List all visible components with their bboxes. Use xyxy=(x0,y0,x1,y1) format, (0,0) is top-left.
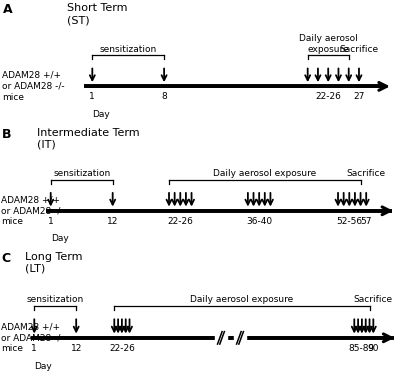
Text: Daily aerosol
exposure: Daily aerosol exposure xyxy=(299,34,358,54)
Text: A: A xyxy=(3,3,13,17)
Text: 36-40: 36-40 xyxy=(246,217,272,226)
Text: Sacrifice: Sacrifice xyxy=(340,44,378,54)
Text: 22-26: 22-26 xyxy=(167,217,193,226)
Text: 85-89: 85-89 xyxy=(349,344,375,353)
Text: Intermediate Term
(IT): Intermediate Term (IT) xyxy=(37,128,139,149)
Text: Day: Day xyxy=(92,110,110,119)
Text: Daily aerosol exposure: Daily aerosol exposure xyxy=(213,169,316,178)
Text: 1: 1 xyxy=(32,344,37,353)
Text: 12: 12 xyxy=(70,344,82,353)
Text: B: B xyxy=(2,128,11,141)
Text: ADAM28 +/+
or ADAM28 -/-
mice: ADAM28 +/+ or ADAM28 -/- mice xyxy=(2,71,65,102)
Text: sensitization: sensitization xyxy=(53,169,110,178)
Text: ADAM28 +/+
or ADAM28 -/-
mice: ADAM28 +/+ or ADAM28 -/- mice xyxy=(1,322,63,353)
Text: ADAM28 +/+
or ADAM28 -/-
mice: ADAM28 +/+ or ADAM28 -/- mice xyxy=(1,195,64,227)
Text: 22-26: 22-26 xyxy=(315,92,341,101)
Text: 90: 90 xyxy=(368,344,379,353)
Text: Sacrifice: Sacrifice xyxy=(347,169,386,178)
Text: Daily aerosol exposure: Daily aerosol exposure xyxy=(190,295,294,304)
Text: sensitization: sensitization xyxy=(27,295,84,304)
Text: 52-56: 52-56 xyxy=(336,217,362,226)
Text: 1: 1 xyxy=(48,217,54,226)
Text: 12: 12 xyxy=(107,217,118,226)
Text: Sacrifice: Sacrifice xyxy=(354,295,393,304)
Text: 57: 57 xyxy=(360,217,372,226)
Text: Day: Day xyxy=(34,362,52,371)
Text: 8: 8 xyxy=(161,92,167,101)
Text: 22-26: 22-26 xyxy=(109,344,135,353)
Text: 27: 27 xyxy=(353,92,365,101)
Text: Short Term
(ST): Short Term (ST) xyxy=(67,3,127,25)
Text: Day: Day xyxy=(51,234,68,243)
Text: Long Term
(LT): Long Term (LT) xyxy=(25,252,82,274)
Text: C: C xyxy=(1,252,10,265)
Text: sensitization: sensitization xyxy=(100,44,157,54)
Text: 1: 1 xyxy=(90,92,95,101)
